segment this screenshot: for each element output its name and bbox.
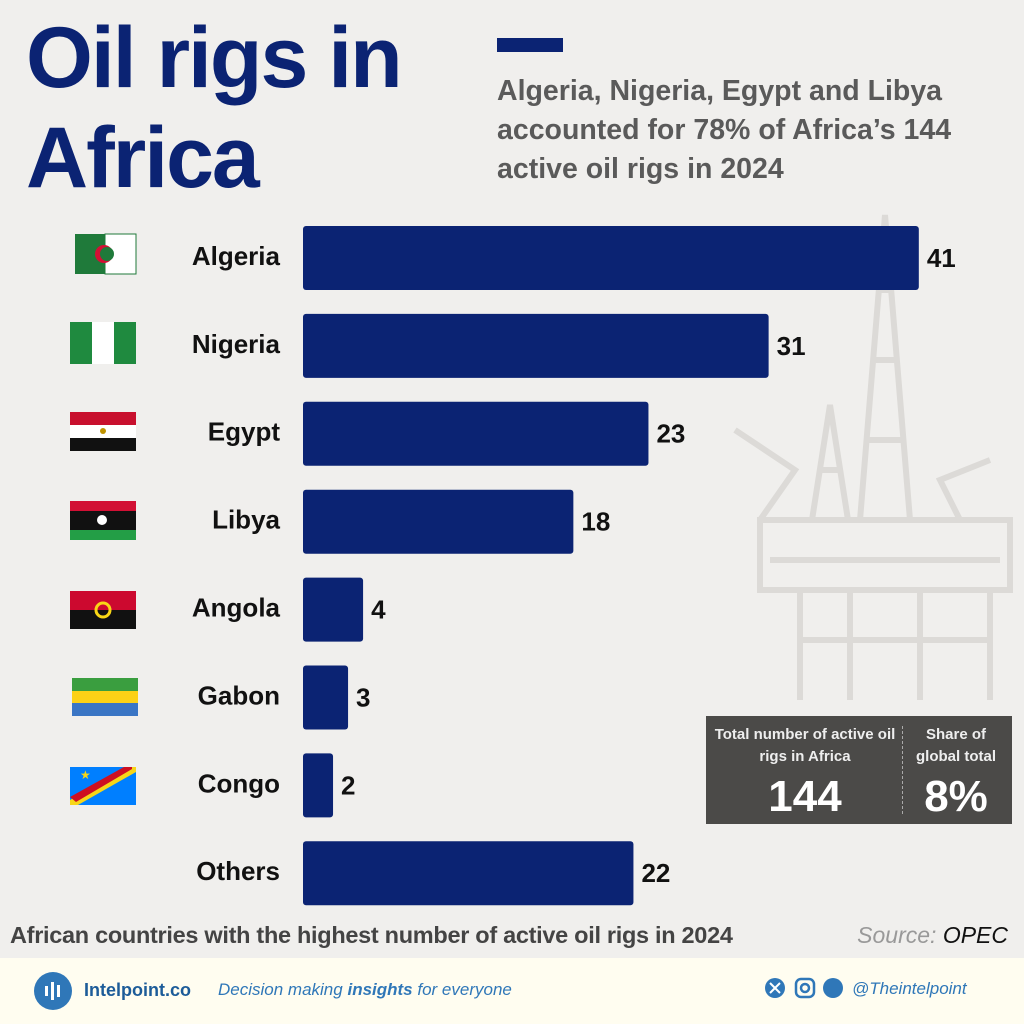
summary-label: Share of global total bbox=[916, 726, 996, 765]
flag-libya bbox=[70, 501, 136, 540]
value-label: 2 bbox=[341, 770, 355, 800]
title: Oil rigs in Africa bbox=[26, 10, 403, 206]
bar bbox=[303, 665, 349, 730]
bar bbox=[303, 753, 334, 818]
bar bbox=[303, 226, 919, 290]
source-label: Source: bbox=[857, 922, 937, 948]
category-label: Libya bbox=[212, 505, 280, 535]
category-label: Angola bbox=[192, 592, 281, 622]
value-label: 4 bbox=[371, 594, 386, 624]
tagline: Decision making insights for everyone bbox=[218, 980, 512, 1000]
source: Source: OPEC bbox=[857, 922, 1008, 949]
value-label: 3 bbox=[356, 682, 370, 712]
separator bbox=[902, 726, 903, 814]
category-label: Gabon bbox=[198, 680, 280, 710]
summary-item: Total number of active oil rigs in Afric… bbox=[712, 724, 898, 822]
handle: @Theintelpoint bbox=[852, 979, 967, 998]
value-label: 23 bbox=[656, 419, 685, 449]
tagline-start: Decision making bbox=[218, 980, 343, 999]
rig-illustration bbox=[733, 214, 1013, 700]
flag-gabon bbox=[72, 678, 138, 716]
flag-egypt bbox=[70, 412, 136, 451]
flags: ★ bbox=[70, 233, 138, 805]
bar bbox=[303, 577, 364, 642]
tagline-bold: insights bbox=[347, 980, 413, 999]
category-label: Others bbox=[196, 856, 280, 886]
value-label: 18 bbox=[581, 507, 610, 537]
summary-item: Share of global total 8% bbox=[906, 724, 1006, 822]
category-label: Algeria bbox=[192, 241, 281, 271]
bar bbox=[303, 401, 649, 466]
flag-angola bbox=[70, 591, 136, 629]
bar bbox=[303, 841, 634, 906]
category-label: Congo bbox=[198, 768, 280, 798]
bar bbox=[303, 489, 574, 554]
summary-value: 8% bbox=[924, 772, 988, 821]
social-icons bbox=[765, 977, 843, 999]
brand-logo bbox=[34, 972, 72, 1010]
summary-label: Total number of active oil rigs in Afric… bbox=[714, 726, 896, 765]
caption: African countries with the highest numbe… bbox=[10, 922, 733, 948]
subtitle: Algeria, Nigeria, Egypt and Libya accoun… bbox=[497, 75, 952, 185]
summary-value: 144 bbox=[768, 772, 842, 821]
footer: Intelpoint.co Decision making insights f… bbox=[0, 958, 1024, 1024]
tagline-end: for everyone bbox=[417, 980, 512, 999]
category-label: Nigeria bbox=[192, 329, 281, 359]
value-label: 31 bbox=[777, 331, 806, 361]
value-label: 22 bbox=[641, 858, 670, 888]
flag-nigeria bbox=[70, 322, 136, 364]
flag-algeria bbox=[75, 233, 137, 275]
accent-dash bbox=[497, 38, 563, 52]
category-label: Egypt bbox=[208, 417, 281, 447]
source-name: OPEC bbox=[942, 922, 1008, 948]
svg-text:★: ★ bbox=[80, 768, 91, 782]
value-label: 41 bbox=[927, 243, 956, 273]
brand: Intelpoint.co bbox=[84, 980, 191, 1000]
flag-congo: ★ bbox=[70, 767, 136, 805]
bar bbox=[303, 313, 769, 378]
summary-box: Total number of active oil rigs in Afric… bbox=[706, 716, 1012, 824]
